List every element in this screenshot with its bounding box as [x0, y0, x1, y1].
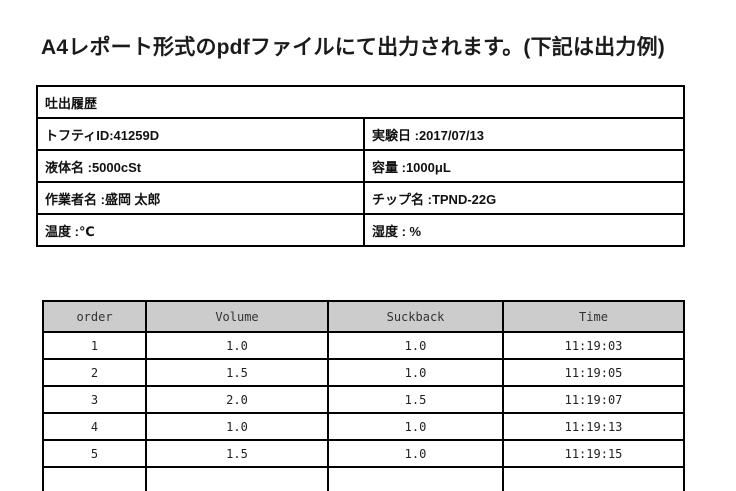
log-cell-order: 2 [42, 358, 147, 387]
log-cell-volume [145, 466, 329, 491]
log-cell-suckback: 1.0 [327, 439, 504, 468]
log-cell-suckback: 1.0 [327, 331, 504, 360]
table-row: 1 1.0 1.0 11:19:03 [42, 331, 685, 360]
log-cell-volume: 1.5 [145, 358, 329, 387]
log-cell-order [42, 466, 147, 491]
log-col-order: order [42, 300, 147, 333]
info-cell-humidity: 湿度 : % [362, 213, 686, 247]
log-cell-order: 3 [42, 385, 147, 414]
log-cell-volume: 1.5 [145, 439, 329, 468]
log-cell-suckback [327, 466, 504, 491]
log-cell-time: 11:19:05 [502, 358, 685, 387]
table-row: 温度 :℃ 湿度 : % [36, 213, 686, 247]
info-cell-experiment-date: 実験日 :2017/07/13 [362, 117, 686, 151]
log-cell-time: 11:19:03 [502, 331, 685, 360]
log-cell-order: 1 [42, 331, 147, 360]
table-row: 2 1.5 1.0 11:19:05 [42, 358, 685, 387]
table-row: 液体名 :5000cSt 容量 :1000μL [36, 149, 686, 183]
info-cell-liquid-name: 液体名 :5000cSt [36, 149, 365, 183]
log-cell-volume: 1.0 [145, 412, 329, 441]
info-cell-temperature: 温度 :℃ [36, 213, 365, 247]
info-table-title: 吐出履歴 [35, 85, 686, 119]
log-cell-suckback: 1.0 [327, 358, 504, 387]
log-cell-order: 4 [42, 412, 147, 441]
log-cell-time: 11:19:15 [502, 439, 685, 468]
log-cell-suckback: 1.0 [327, 412, 504, 441]
discharge-history-table: 吐出履歴 トフティID:41259D 実験日 :2017/07/13 液体名 :… [35, 85, 686, 247]
log-cell-time [502, 466, 685, 491]
dispense-log-clip: order Volume Suckback Time 1 1.0 1.0 11:… [42, 300, 686, 491]
table-row: トフティID:41259D 実験日 :2017/07/13 [36, 117, 686, 151]
info-cell-tip-name: チップ名 :TPND-22G [362, 181, 686, 215]
log-col-volume: Volume [145, 300, 329, 333]
log-col-suckback: Suckback [327, 300, 504, 333]
table-row-partial [42, 466, 685, 491]
log-cell-volume: 2.0 [145, 385, 329, 414]
table-row: 3 2.0 1.5 11:19:07 [42, 385, 685, 414]
info-cell-operator-name: 作業者名 :盛岡 太郎 [36, 181, 365, 215]
log-header-row: order Volume Suckback Time [42, 300, 685, 333]
info-cell-tofty-id: トフティID:41259D [36, 117, 365, 151]
table-row: 作業者名 :盛岡 太郎 チップ名 :TPND-22G [36, 181, 686, 215]
page-title: A4レポート形式のpdfファイルにて出力されます。(下記は出力例) [41, 36, 665, 59]
log-cell-volume: 1.0 [145, 331, 329, 360]
info-cell-capacity: 容量 :1000μL [362, 149, 686, 183]
log-cell-suckback: 1.5 [327, 385, 504, 414]
table-row: 4 1.0 1.0 11:19:13 [42, 412, 685, 441]
log-col-time: Time [502, 300, 685, 333]
log-cell-time: 11:19:13 [502, 412, 685, 441]
table-row: 吐出履歴 [35, 85, 686, 119]
log-cell-time: 11:19:07 [502, 385, 685, 414]
log-cell-order: 5 [42, 439, 147, 468]
table-row: 5 1.5 1.0 11:19:15 [42, 439, 685, 468]
dispense-log-table: order Volume Suckback Time 1 1.0 1.0 11:… [42, 300, 685, 491]
